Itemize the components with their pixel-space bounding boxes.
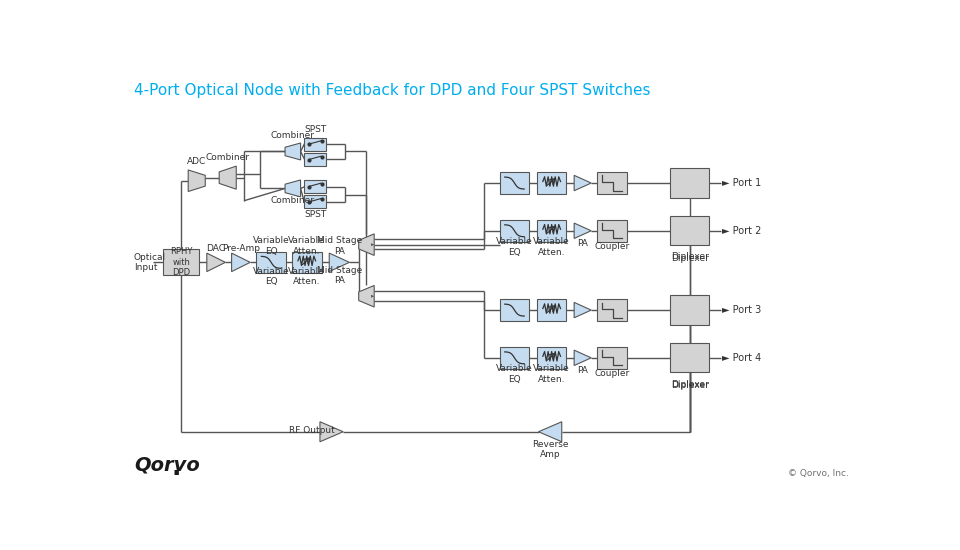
Bar (500, 220, 529, 241)
Polygon shape (188, 170, 205, 191)
Text: © Qorvo, Inc.: © Qorvo, Inc. (787, 469, 849, 478)
Bar (670, 295, 709, 324)
Text: Combiner: Combiner (271, 131, 315, 140)
Bar (537, 220, 566, 241)
Polygon shape (219, 166, 236, 189)
Polygon shape (574, 350, 591, 366)
Text: Diplexer: Diplexer (671, 381, 708, 390)
Bar (597, 299, 627, 321)
Bar (597, 172, 627, 194)
Text: Variable
EQ: Variable EQ (496, 364, 533, 384)
Text: Pre-Amp: Pre-Amp (222, 244, 260, 253)
Text: Diplexer: Diplexer (671, 254, 708, 263)
Polygon shape (285, 143, 300, 160)
Text: Diplexer: Diplexer (671, 252, 708, 261)
Text: RPHY
with
DPD: RPHY with DPD (170, 248, 192, 277)
Polygon shape (359, 285, 374, 307)
Text: Coupler: Coupler (594, 243, 630, 251)
Bar (670, 216, 709, 245)
Polygon shape (574, 302, 591, 318)
Bar (597, 220, 627, 241)
Text: .: . (172, 456, 181, 480)
Bar (537, 172, 566, 194)
Text: Variable
EQ: Variable EQ (252, 236, 290, 256)
Text: SPST: SPST (304, 125, 326, 134)
Polygon shape (372, 295, 374, 298)
Polygon shape (285, 180, 300, 197)
Text: Diplexer: Diplexer (671, 379, 708, 388)
Polygon shape (574, 223, 591, 239)
Text: ► Port 2: ► Port 2 (722, 226, 761, 236)
Text: 4-Port Optical Node with Feedback for DPD and Four SPST Switches: 4-Port Optical Node with Feedback for DP… (134, 83, 651, 98)
Bar (500, 172, 529, 194)
Text: PA: PA (577, 366, 588, 375)
Text: Mid Stage
PA: Mid Stage PA (317, 236, 362, 256)
Bar (670, 343, 709, 372)
Bar (537, 299, 566, 321)
Polygon shape (372, 243, 374, 246)
Bar (597, 347, 627, 369)
Polygon shape (206, 253, 226, 272)
Text: Qorvo: Qorvo (134, 455, 200, 474)
Text: Variable
EQ: Variable EQ (496, 237, 533, 257)
Text: Optical
Input: Optical Input (134, 252, 166, 272)
Bar (292, 251, 322, 273)
Polygon shape (574, 175, 591, 191)
Polygon shape (329, 253, 349, 272)
Bar (304, 195, 326, 208)
Polygon shape (539, 422, 562, 442)
Text: Coupler: Coupler (594, 370, 630, 378)
Text: Reverse
Amp: Reverse Amp (532, 440, 568, 459)
Bar (670, 168, 709, 197)
Text: SPST: SPST (304, 210, 326, 219)
Text: DAC: DAC (206, 244, 226, 253)
Text: Variable
Atten.: Variable Atten. (288, 236, 325, 256)
Bar (304, 138, 326, 151)
Text: ► Port 3: ► Port 3 (722, 305, 761, 315)
Text: ► Port 4: ► Port 4 (722, 353, 761, 363)
Text: ► Port 1: ► Port 1 (722, 178, 761, 188)
Polygon shape (320, 422, 344, 442)
Bar (500, 347, 529, 369)
Text: PA: PA (577, 239, 588, 248)
Polygon shape (231, 253, 251, 272)
Text: Variable
Atten.: Variable Atten. (534, 364, 570, 384)
Text: Combiner: Combiner (271, 196, 315, 205)
Bar (304, 180, 326, 193)
Bar (500, 299, 529, 321)
Bar (537, 347, 566, 369)
Text: Variable
Atten.: Variable Atten. (288, 267, 325, 286)
Polygon shape (359, 234, 374, 255)
Bar (304, 153, 326, 166)
Text: Mid Stage
PA: Mid Stage PA (317, 266, 362, 285)
Text: ADC: ADC (187, 157, 206, 166)
Text: Variable
EQ: Variable EQ (252, 267, 290, 286)
Text: Variable
Atten.: Variable Atten. (534, 237, 570, 257)
Bar (256, 251, 286, 273)
Text: Combiner: Combiner (205, 153, 250, 162)
Bar (163, 249, 199, 276)
Text: RF Output: RF Output (289, 426, 335, 436)
